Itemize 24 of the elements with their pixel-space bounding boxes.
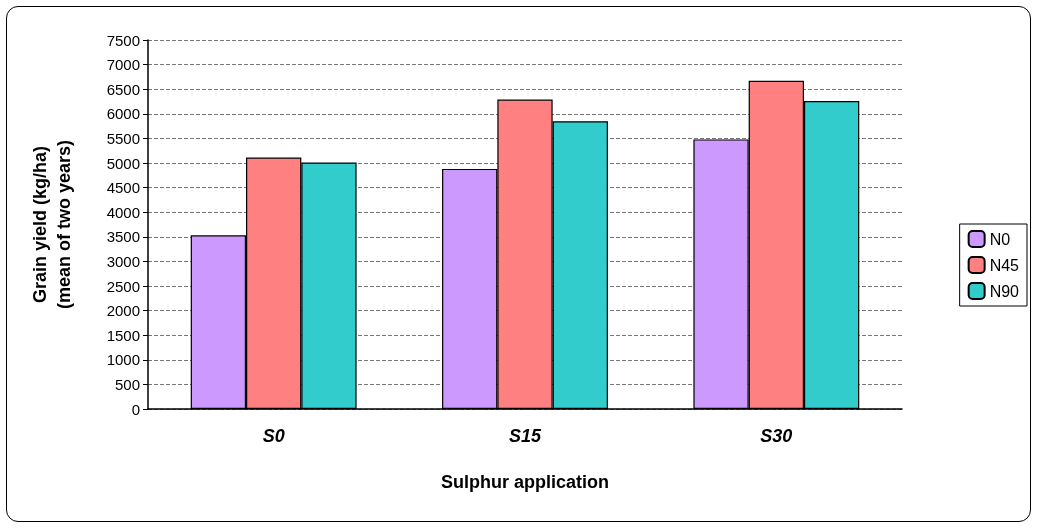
y-tick-label: 6000 xyxy=(106,105,140,123)
y-tick-label: 3000 xyxy=(106,252,140,270)
y-axis-title: Grain yield (kg/ha) (mean of two years) xyxy=(30,139,74,310)
x-tick-label: S15 xyxy=(508,426,542,446)
legend-label: N45 xyxy=(989,256,1020,274)
y-tick-label: 6500 xyxy=(106,80,140,98)
legend-label: N0 xyxy=(989,230,1011,248)
y-tick-label: 2000 xyxy=(106,302,140,320)
y-tick-label: 0 xyxy=(131,400,140,418)
x-tick-label: S30 xyxy=(760,426,793,446)
y-tick-label: 1500 xyxy=(106,326,140,344)
y-tick-label: 4000 xyxy=(106,203,140,221)
y-tick-label: 5500 xyxy=(106,129,140,147)
y-tick-label: 7000 xyxy=(106,56,140,74)
x-axis-title: Sulphur application xyxy=(440,472,610,492)
y-tick-label: 4500 xyxy=(106,179,140,197)
legend-label: N90 xyxy=(989,282,1020,300)
y-tick-label: 3500 xyxy=(106,228,140,246)
y-tick-label: 500 xyxy=(114,375,140,393)
y-tick-label: 1000 xyxy=(106,351,140,369)
y-tick-label: 2500 xyxy=(106,277,140,295)
y-tick-label: 7500 xyxy=(106,31,140,49)
y-tick-label: 5000 xyxy=(106,154,140,172)
x-tick-label: S0 xyxy=(262,426,285,446)
